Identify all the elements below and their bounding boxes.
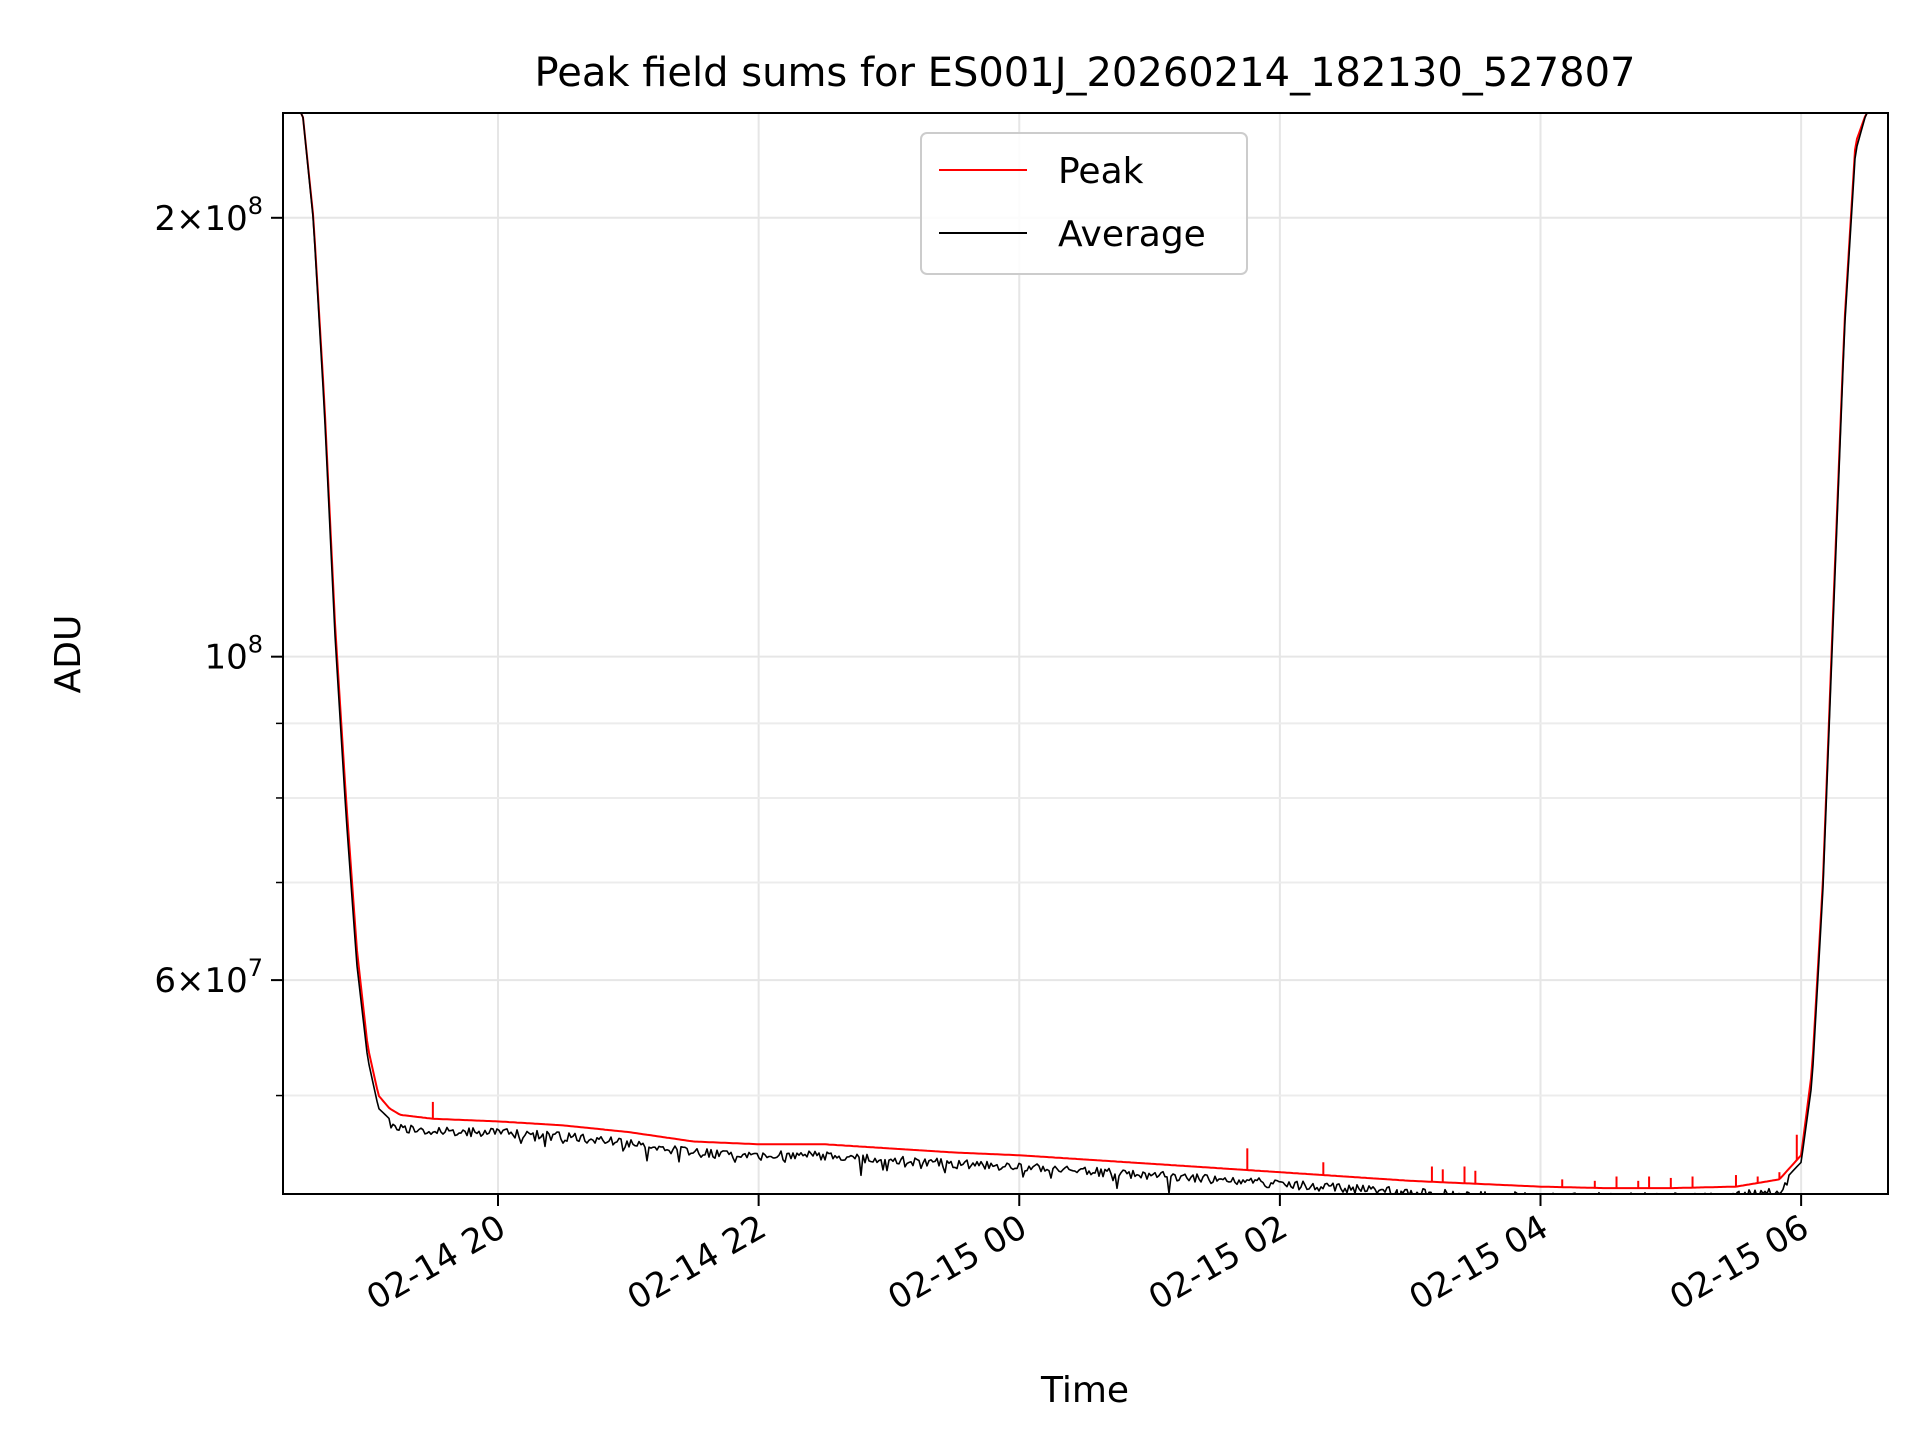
series-line-average (283, 113, 1887, 1194)
legend-label-peak: Peak (1058, 151, 1144, 192)
x-tick-label: 02-14 20 (360, 1207, 512, 1318)
y-axis-label: ADU (48, 615, 89, 694)
y-axis-ticks: 2×108 108 6×107 (154, 192, 283, 1097)
x-axis-ticks: 02-14 20 02-14 22 02-15 00 02-15 02 02-15 04… (360, 1194, 1816, 1318)
legend-label-average: Average (1058, 214, 1206, 255)
series-layer (283, 113, 1887, 1194)
y-tick-label: 108 (204, 631, 263, 678)
grid (283, 113, 1888, 1194)
x-tick-label: 02-14 22 (621, 1207, 773, 1318)
legend: Peak Average (920, 132, 1248, 275)
x-tick-label: 02-15 04 (1403, 1207, 1555, 1318)
plot-frame (282, 112, 1889, 1195)
x-tick-label: 02-15 00 (881, 1207, 1033, 1318)
x-tick-label: 02-15 06 (1663, 1207, 1815, 1318)
chart-title: Peak field sums for ES001J_20260214_1821… (535, 50, 1636, 96)
x-axis-label: Time (1040, 1370, 1129, 1411)
y-tick-label: 2×108 (154, 192, 263, 239)
y-tick-label: 6×107 (154, 954, 263, 1001)
series-line-peak (283, 113, 1887, 1190)
x-tick-label: 02-15 02 (1142, 1207, 1294, 1318)
legend-box (920, 132, 1248, 275)
